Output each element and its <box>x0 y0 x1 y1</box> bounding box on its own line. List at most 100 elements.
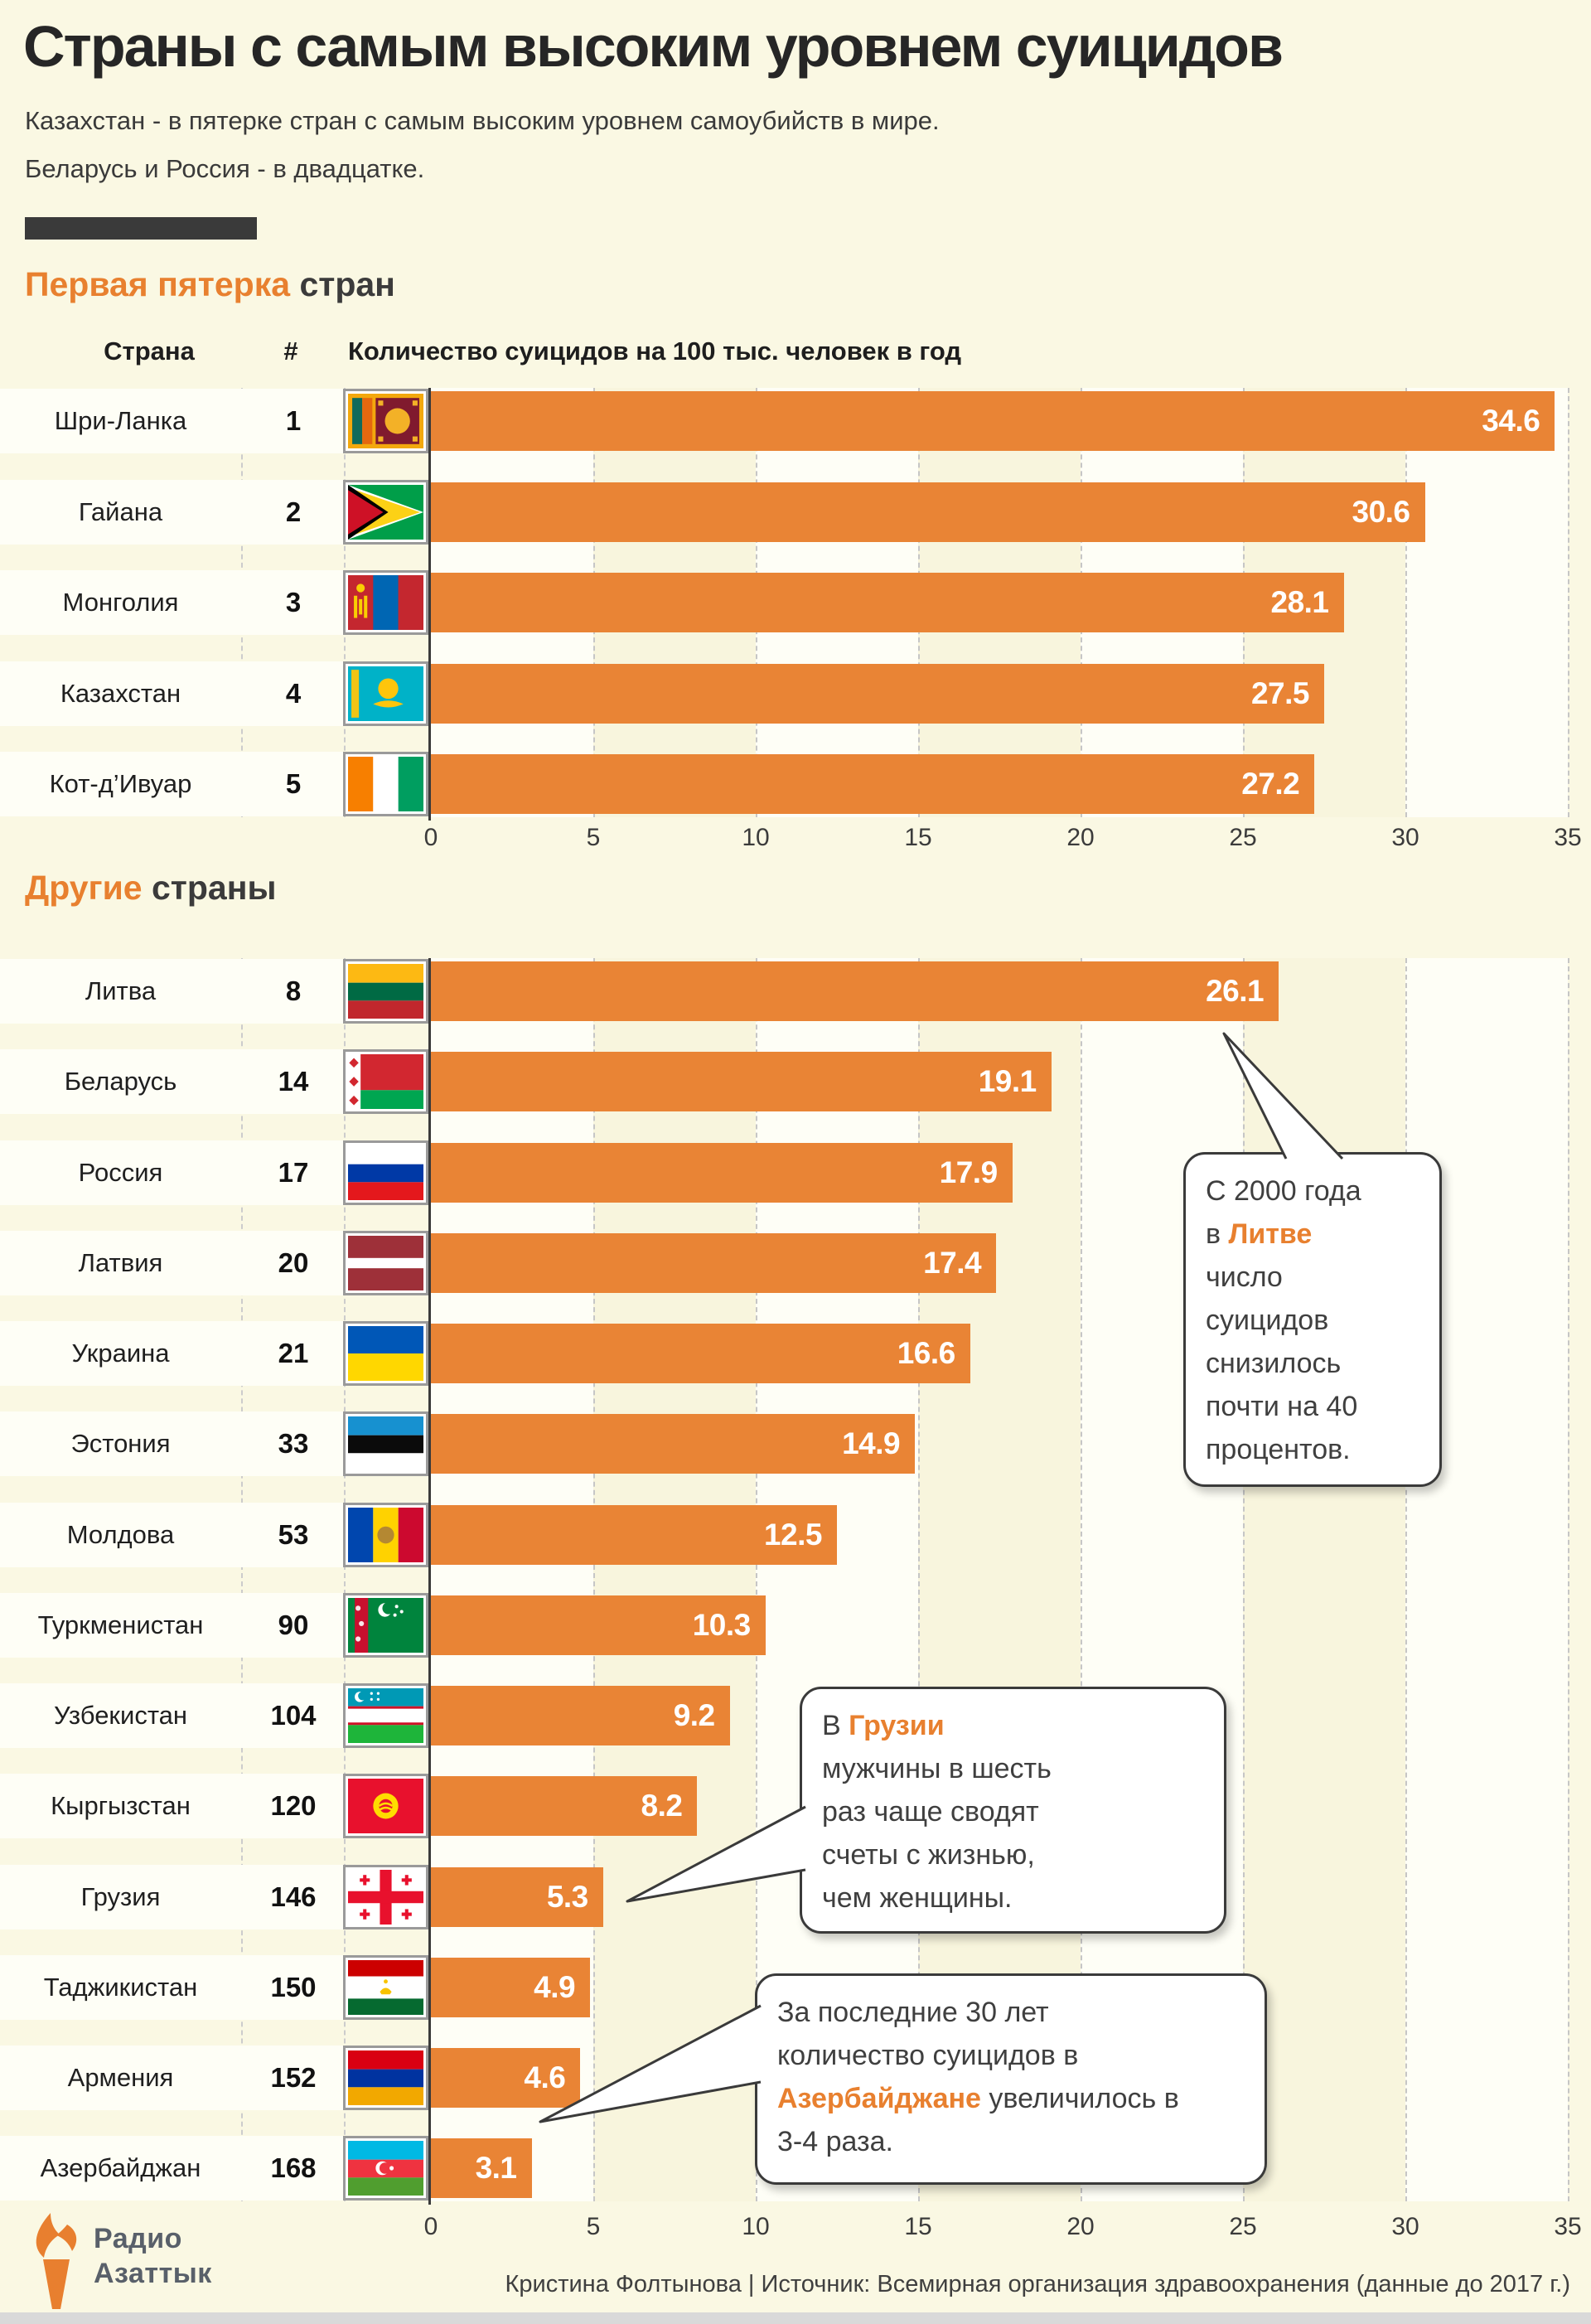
bar-value-label: 26.1 <box>1206 974 1265 1008</box>
country-label: Казахстан <box>60 678 181 708</box>
value-bar: 12.5 <box>431 1504 837 1565</box>
logo-text-line1: Радио <box>94 2223 182 2254</box>
callout-lithuania: С 2000 года в Литве число суицидов снизилось… <box>1183 1152 1442 1487</box>
rank-label: 168 <box>270 2152 317 2184</box>
bar-value-label: 34.6 <box>1482 404 1540 438</box>
gridline <box>1568 958 1569 2202</box>
axis-line <box>428 958 431 2205</box>
kg-flag-icon <box>343 1774 428 1839</box>
callout-line: снизилось <box>1206 1342 1419 1385</box>
rank-label: 14 <box>278 1066 309 1097</box>
axis-tick-label: 30 <box>1391 824 1419 851</box>
bar-value-label: 10.3 <box>692 1607 752 1642</box>
table-row: Монголия 3 28.1 <box>0 570 1591 635</box>
country-label: Литва <box>85 976 157 1005</box>
country-label: Латвия <box>78 1247 163 1277</box>
value-bar: 10.3 <box>431 1595 766 1655</box>
country-label: Азербайджан <box>40 2153 201 2183</box>
gridline <box>918 958 920 2202</box>
subtitle-line-1: Казахстан - в пятерке стран с самым высо… <box>25 106 940 135</box>
country-label: Гайана <box>78 496 163 526</box>
callout-text: в <box>1206 1218 1229 1250</box>
md-flag-icon <box>343 1502 428 1567</box>
ci-flag-icon <box>343 752 428 816</box>
value-bar: 30.6 <box>431 482 1425 542</box>
country-label: Туркменистан <box>37 1610 204 1639</box>
ua-flag-icon <box>343 1321 428 1386</box>
kz-flag-icon <box>343 661 428 726</box>
axis-tick-label: 35 <box>1554 2213 1582 2240</box>
table-row: Узбекистан 104 9.2 <box>0 1683 1591 1748</box>
callout-line: число <box>1206 1256 1419 1299</box>
callout-line: В Грузии <box>822 1704 1204 1747</box>
bar-value-label: 5.3 <box>546 1879 588 1914</box>
tm-flag-icon <box>343 1592 428 1658</box>
callout-text: В <box>822 1710 849 1741</box>
bar-value-label: 12.5 <box>763 1517 823 1552</box>
rank-label: 2 <box>285 496 302 527</box>
bar-value-label: 30.6 <box>1352 494 1411 529</box>
callout-highlight: Литве <box>1228 1218 1313 1250</box>
az-flag-icon <box>343 2136 428 2201</box>
callout-text: счеты с жизнью, <box>822 1839 1035 1871</box>
gridline <box>1405 388 1407 817</box>
section-title-rest: страны <box>142 869 277 907</box>
value-bar: 34.6 <box>431 391 1555 451</box>
uz-flag-icon <box>343 1683 428 1748</box>
callout-line: раз чаще сводят <box>822 1790 1204 1833</box>
gy-flag-icon <box>343 479 428 545</box>
gridline <box>1568 388 1569 817</box>
value-bar: 16.6 <box>431 1324 970 1383</box>
callout-text: 3-4 раза. <box>777 2126 893 2157</box>
table-row: Кыргызстан 120 8.2 <box>0 1774 1591 1839</box>
callout-text: почти на 40 <box>1206 1391 1358 1422</box>
tj-flag-icon <box>343 1954 428 2020</box>
country-label: Армения <box>67 2063 174 2092</box>
axis-tick-label: 5 <box>586 2213 601 2240</box>
lk-flag-icon <box>343 389 428 453</box>
axis-tick-label: 0 <box>423 2213 438 2240</box>
footer-credit: Кристина Фолтынова | Источник: Всемирная… <box>505 2271 1570 2297</box>
axis-tick-label: 15 <box>904 824 932 851</box>
value-bar: 4.9 <box>431 1957 591 2017</box>
table-row: Молдова 53 12.5 <box>0 1502 1591 1567</box>
table-row: Казахстан 4 27.5 <box>0 661 1591 726</box>
callout-text: число <box>1206 1261 1283 1293</box>
table-header-rank: # <box>283 336 298 366</box>
callout-line: Азербайджане увеличилось в <box>777 2077 1245 2120</box>
callout-text: С 2000 года <box>1206 1175 1361 1207</box>
table-header-country: Страна <box>104 336 195 366</box>
bar-value-label: 14.9 <box>842 1426 901 1461</box>
bar-value-label: 4.6 <box>524 2060 566 2094</box>
table-row: Латвия 20 17.4 <box>0 1230 1591 1295</box>
axis-tick-label: 5 <box>586 824 601 851</box>
by-flag-icon <box>343 1049 428 1115</box>
country-label: Молдова <box>66 1519 175 1549</box>
callout-line: счеты с жизнью, <box>822 1833 1204 1876</box>
country-label: Кот-д’Ивуар <box>49 769 192 798</box>
chart-others: 0 5 10 15 20 25 30 35 Литва 8 26.1 Беларусь 14 19.1 Ро… <box>0 958 1591 2242</box>
country-label: Россия <box>78 1157 163 1187</box>
callout-line: чем женщины. <box>822 1876 1204 1920</box>
callout-line: количество суицидов в <box>777 2034 1245 2077</box>
bar-value-label: 19.1 <box>978 1064 1037 1099</box>
country-label: Украина <box>71 1339 170 1368</box>
table-row: Литва 8 26.1 <box>0 959 1591 1024</box>
callout-text: чем женщины. <box>822 1882 1013 1914</box>
callout-line: почти на 40 <box>1206 1385 1419 1428</box>
country-label: Таджикистан <box>43 1972 198 2002</box>
ee-flag-icon <box>343 1411 428 1477</box>
bar-value-label: 3.1 <box>475 2151 517 2186</box>
table-row: Таджикистан 150 4.9 <box>0 1954 1591 2020</box>
callout-line: мужчины в шесть <box>822 1747 1204 1790</box>
bar-value-label: 28.1 <box>1270 585 1330 619</box>
bar-value-label: 17.9 <box>939 1155 999 1189</box>
callout-text: количество суицидов в <box>777 2040 1079 2071</box>
value-bar: 27.2 <box>431 754 1315 814</box>
bar-value-label: 27.5 <box>1250 675 1310 710</box>
table-row: Шри-Ланка 1 34.6 <box>0 389 1591 453</box>
callout-line: суицидов <box>1206 1299 1419 1342</box>
table-row: Кот-д’Ивуар 5 27.2 <box>0 752 1591 816</box>
axis-tick-label: 10 <box>742 2213 770 2240</box>
